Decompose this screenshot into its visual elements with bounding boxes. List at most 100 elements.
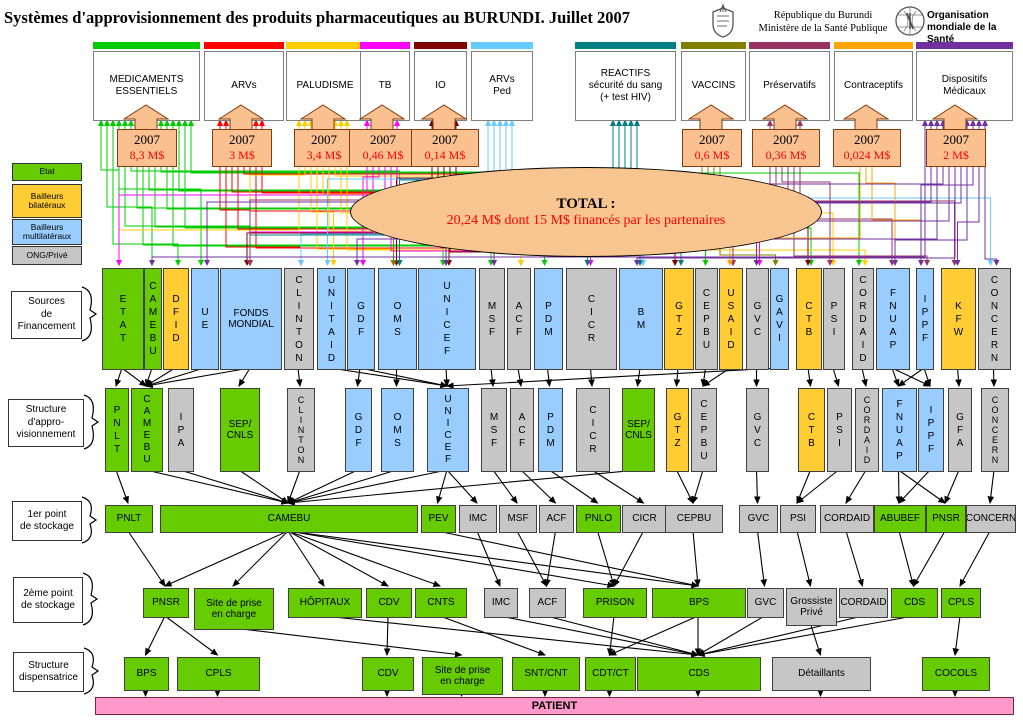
- node-sources-gvc: G V C: [746, 268, 769, 370]
- who-header: Organisation mondiale de la Santé: [927, 10, 1019, 46]
- node-dispensing-cds: CDS: [637, 657, 761, 691]
- node-structure-gvc: G V C: [746, 388, 769, 472]
- node-storage1-abubef: ABUBEF: [874, 505, 926, 533]
- patient-bar: PATIENT: [95, 697, 1014, 715]
- node-storage1-pnlt: PNLT: [105, 505, 153, 533]
- node-structure-fnuap: F N U A P: [882, 388, 917, 472]
- node-storage1-gvc: GVC: [739, 505, 778, 533]
- category-bar-dispositifs-m-dicaux: [916, 42, 1013, 49]
- node-sources-oms: O M S: [378, 268, 417, 370]
- legend-ong-prive: ONG/Privé: [12, 246, 82, 265]
- node-sources-cordaid: C O R D A I D: [852, 268, 874, 370]
- block-arrow-up: [218, 104, 264, 130]
- node-storage1-pnlo: PNLO: [576, 505, 621, 533]
- node-structure-cicr: C I C R: [576, 388, 610, 472]
- total-value: 20,24 M$ dont 15 M$ financés par les par…: [446, 212, 726, 228]
- node-sources-bm: B M: [619, 268, 663, 370]
- node-dispensing-cdt-ct: CDT/CT: [585, 657, 636, 691]
- node-storage2-cnts: CNTS: [415, 588, 467, 618]
- legend-etat: Etat: [12, 163, 82, 181]
- block-arrow-up: [762, 104, 808, 130]
- total-label: TOTAL :: [556, 195, 616, 212]
- node-storage1-cepbu: CEPBU: [665, 505, 723, 533]
- node-structure-concern: C O N C E R N: [981, 388, 1009, 472]
- amount-arvs: 2007 3 M$: [212, 129, 272, 167]
- block-arrow-up: [932, 104, 978, 130]
- amount-medicaments-essentiels: 2007 8,3 M$: [117, 129, 177, 167]
- node-structure-cordaid: C O R D A I D: [855, 388, 879, 472]
- node-sources-acf: A C F: [507, 268, 531, 370]
- node-storage2-cpls: CPLS: [941, 588, 981, 618]
- category-bar-arvs-ped: [471, 42, 533, 49]
- node-storage2-pnsr: PNSR: [143, 588, 189, 618]
- node-storage1-psi: PSI: [780, 505, 816, 533]
- node-structure-pdm: P D M: [538, 388, 563, 472]
- node-sources-camebu: C A M E B U: [144, 268, 162, 370]
- node-storage2-grossiste-priv: Grossiste Privé: [786, 588, 837, 626]
- node-storage2-gvc: GVC: [747, 588, 784, 618]
- node-sources-gtz: G T Z: [664, 268, 694, 370]
- node-sources-unicef: U N I C E F: [418, 268, 476, 370]
- node-storage1-pev: PEV: [421, 505, 456, 533]
- node-sources-concern: C O N C E R N: [978, 268, 1011, 370]
- node-storage1-camebu: CAMEBU: [160, 505, 418, 533]
- category-bar-pr-servatifs: [749, 42, 830, 49]
- node-sources-psi: P S I: [823, 268, 845, 370]
- category-bar-contraceptifs: [834, 42, 913, 49]
- node-sources-fnuap: F N U A P: [876, 268, 910, 370]
- block-arrow-up: [688, 104, 734, 130]
- node-sources-dfid: D F I D: [163, 268, 189, 370]
- category-bar-paludisme: [286, 42, 364, 49]
- category-bar-vaccins: [681, 42, 746, 49]
- row-label-2eme-point-stockage: 2ème point de stockage: [13, 577, 83, 623]
- burundi-coat-of-arms: [712, 4, 734, 38]
- node-structure-gfa: G F A: [948, 388, 972, 472]
- node-dispensing-cocols: COCOLS: [922, 657, 990, 691]
- node-sources-ctb: C T B: [796, 268, 822, 370]
- node-structure-msf: M S F: [481, 388, 507, 472]
- node-structure-clinton: C L I N T O N: [287, 388, 315, 472]
- node-sources-fonds-mondial: FONDS MONDIAL: [220, 268, 282, 370]
- node-storage2-prison: PRISON: [583, 588, 647, 618]
- category-bar-reactifs-s-curit-du-sang-test-hiv: [575, 42, 676, 49]
- category-bar-io: [414, 42, 467, 49]
- category-bar-tb: [360, 42, 410, 49]
- node-storage2-site-de-prise-en-charge: Site de prise en charge: [194, 588, 274, 630]
- node-structure-psi: P S I: [827, 388, 852, 472]
- node-sources-cicr: C I C R: [566, 268, 617, 370]
- node-storage2-cds: CDS: [891, 588, 938, 618]
- amount-dispositifs-m-dicaux: 2007 2 M$: [926, 129, 986, 167]
- legend-bailleurs-bilateraux: Bailleurs bilatéraux: [12, 184, 82, 218]
- amount-pr-servatifs: 2007 0,36 M$: [752, 129, 820, 167]
- node-sources-pdm: P D M: [534, 268, 563, 370]
- block-arrow-up: [421, 104, 467, 130]
- block-arrow-up: [359, 104, 405, 130]
- amount-paludisme: 2007 3,4 M$: [294, 129, 354, 167]
- block-arrow-up: [300, 104, 346, 130]
- node-storage2-bps: BPS: [652, 588, 746, 618]
- node-storage1-msf: MSF: [499, 505, 537, 533]
- node-structure-unicef: U N I C E F: [427, 388, 469, 472]
- total-ellipse: TOTAL : 20,24 M$ dont 15 M$ financés par…: [350, 167, 822, 257]
- node-sources-kfw: K F W: [941, 268, 976, 370]
- amount-io: 2007 0,14 M$: [411, 129, 479, 167]
- gov-line2: Ministère de la Santé Publique: [758, 23, 888, 34]
- node-storage1-acf: ACF: [539, 505, 574, 533]
- node-storage1-pnsr: PNSR: [926, 505, 966, 533]
- node-sources-clinton: C L I N T O N: [284, 268, 314, 370]
- gov-header: République du Burundi Ministère de la Sa…: [748, 9, 898, 35]
- category-dispositifs-m-dicaux: Dispositifs Médicaux: [916, 51, 1013, 121]
- who-line1: Organisation: [927, 10, 989, 21]
- node-storage2-h-pitaux: HÔPITAUX: [288, 588, 362, 618]
- node-structure-sep-cnls: SEP/ CNLS: [220, 388, 260, 472]
- amount-tb: 2007 0,46 M$: [349, 129, 417, 167]
- node-dispensing-bps: BPS: [124, 657, 169, 691]
- node-storage2-imc: IMC: [484, 588, 518, 618]
- node-dispensing-d-taillants: Détaillants: [772, 657, 871, 691]
- node-structure-ipa: I P A: [168, 388, 194, 472]
- node-dispensing-cpls: CPLS: [177, 657, 260, 691]
- node-structure-oms: O M S: [381, 388, 414, 472]
- patient-label: PATIENT: [531, 700, 578, 712]
- node-storage2-cordaid: CORDAID: [839, 588, 888, 618]
